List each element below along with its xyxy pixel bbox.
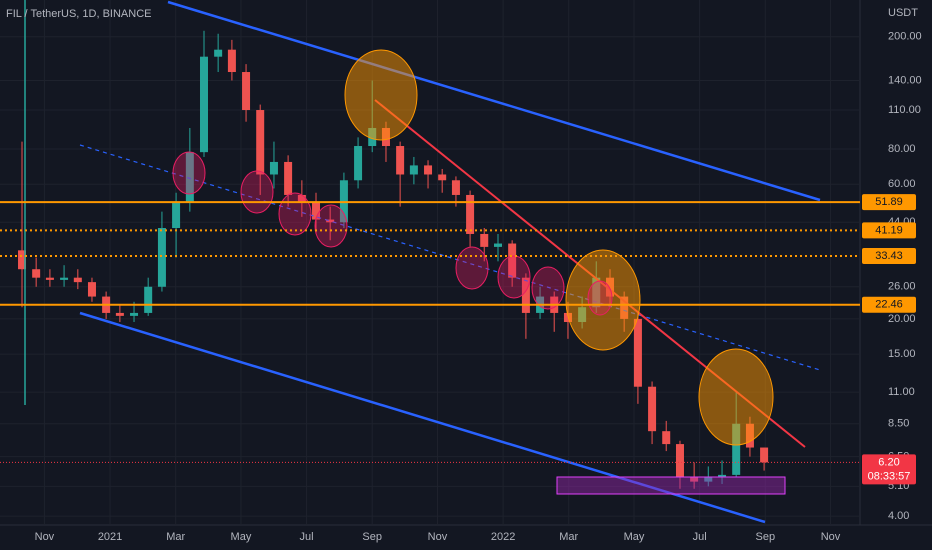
x-tick-label: Mar xyxy=(166,531,185,543)
candle-body xyxy=(424,165,433,175)
level-label-box xyxy=(862,194,916,211)
x-tick-label: Sep xyxy=(755,531,775,543)
candle-body xyxy=(157,227,166,287)
touch-circle xyxy=(314,204,348,248)
candle-body xyxy=(718,474,727,478)
candle-body xyxy=(130,312,139,316)
level-label-box xyxy=(862,296,916,313)
x-tick-label: May xyxy=(231,531,252,543)
candle-body xyxy=(144,286,153,313)
x-tick-label: Jul xyxy=(693,531,707,543)
candle-body xyxy=(172,201,181,228)
y-tick-label: 26.00 xyxy=(888,281,916,293)
y-axis-label: USDT xyxy=(888,7,918,19)
level-label: 41.19 xyxy=(875,224,903,236)
candles xyxy=(0,0,860,525)
candle-body xyxy=(242,72,251,111)
highlight-circle xyxy=(565,249,641,351)
candle-body xyxy=(199,56,208,153)
y-tick-label: 110.00 xyxy=(888,104,921,116)
candle-body xyxy=(480,233,489,247)
candle-body xyxy=(662,431,671,445)
candle-body xyxy=(87,282,96,297)
candle-body xyxy=(214,49,223,57)
candle-body xyxy=(45,277,54,280)
candle-body xyxy=(704,477,713,482)
candle-body xyxy=(73,277,82,283)
y-tick-label: 11.00 xyxy=(888,386,915,398)
x-tick-label: Nov xyxy=(35,531,55,543)
support-zone xyxy=(556,476,786,495)
candle-body xyxy=(409,165,418,175)
x-tick-label: 2021 xyxy=(98,531,122,543)
x-tick-label: 2022 xyxy=(491,531,515,543)
touch-circle xyxy=(240,170,274,214)
candle-body xyxy=(396,146,405,175)
y-tick-label: 60.00 xyxy=(888,178,916,190)
channel-lower xyxy=(79,311,766,524)
candle-body xyxy=(354,146,363,181)
countdown-label: 08:33:57 xyxy=(868,470,911,482)
candle-body xyxy=(269,161,278,175)
candle-body xyxy=(297,194,306,202)
candle-body xyxy=(312,201,321,220)
touch-circle xyxy=(278,192,312,236)
candle-body xyxy=(256,110,265,175)
candle-body xyxy=(185,152,194,202)
candle-body xyxy=(690,477,699,482)
candle-body xyxy=(466,194,475,234)
level-label: 33.43 xyxy=(875,250,903,262)
level-label: 22.46 xyxy=(875,299,903,311)
x-tick-label: Nov xyxy=(428,531,448,543)
highlight-circle xyxy=(698,348,774,446)
touch-circle xyxy=(455,246,489,290)
candle-body xyxy=(115,312,124,316)
drawings xyxy=(24,0,821,524)
x-tick-label: Jul xyxy=(300,531,314,543)
touch-circle xyxy=(497,255,531,299)
level-label-box xyxy=(862,222,916,239)
level-label: 51.89 xyxy=(875,196,903,208)
touch-circle xyxy=(587,280,613,316)
x-tick-label: Nov xyxy=(821,531,841,543)
x-tick-label: Mar xyxy=(559,531,578,543)
current-price-label: 6.20 xyxy=(878,456,899,468)
candle-body xyxy=(633,318,642,387)
x-tick-label: Sep xyxy=(362,531,382,543)
touch-circle xyxy=(172,151,206,195)
candle-body xyxy=(648,386,657,432)
y-tick-label: 140.00 xyxy=(888,74,922,86)
y-tick-label: 80.00 xyxy=(888,143,916,155)
y-tick-label: 200.00 xyxy=(888,31,922,43)
candle-body xyxy=(438,174,447,181)
candle-body xyxy=(451,180,460,195)
y-tick-label: 15.00 xyxy=(888,348,916,360)
current-price-box xyxy=(862,454,916,485)
y-tick-label: 20.00 xyxy=(888,313,916,325)
candle-body xyxy=(227,49,236,73)
y-tick-label: 4.00 xyxy=(888,510,909,522)
level-label-box xyxy=(862,247,916,264)
candle-body xyxy=(675,444,684,478)
chart-title: FIL / TetherUS, 1D, BINANCE xyxy=(6,8,152,20)
candle-body xyxy=(732,423,741,475)
y-tick-label: 8.50 xyxy=(888,418,909,430)
candle-body xyxy=(493,243,502,247)
candle-body xyxy=(521,277,530,313)
candle-body xyxy=(760,447,769,463)
touch-circle xyxy=(531,266,565,310)
x-tick-label: May xyxy=(624,531,645,543)
candle-body xyxy=(284,161,293,195)
candle-body xyxy=(60,277,69,280)
channel-upper xyxy=(167,0,821,202)
candle-body xyxy=(18,250,27,270)
candle-body xyxy=(32,269,41,278)
highlight-circle xyxy=(344,49,418,141)
candle-body xyxy=(508,243,517,278)
candle-body xyxy=(326,219,335,223)
